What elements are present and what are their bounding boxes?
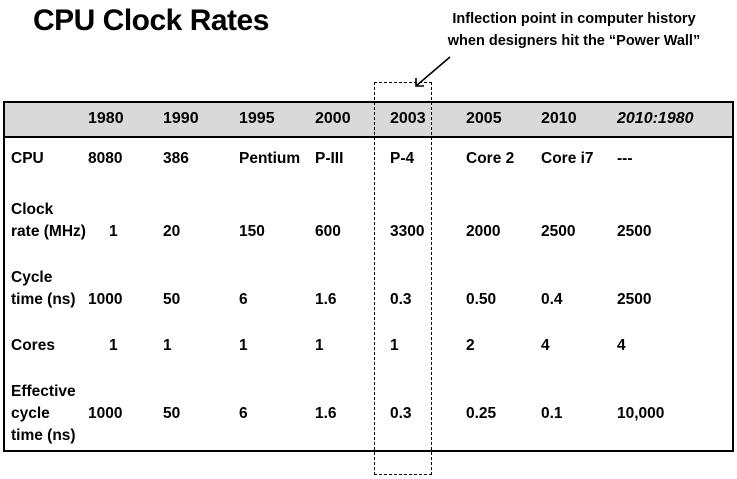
year-header-1: 1990 bbox=[163, 110, 199, 127]
cell-4-2: 6 bbox=[239, 405, 248, 422]
cell-4-7: 10,000 bbox=[617, 405, 665, 422]
cell-2-6: 0.4 bbox=[541, 291, 563, 308]
annotation-line-2: when designers hit the “Power Wall” bbox=[447, 33, 701, 49]
year-header-4: 2003 bbox=[390, 110, 426, 127]
row-label-4-0: Effective bbox=[11, 383, 76, 400]
year-header-7: 2010:1980 bbox=[617, 110, 694, 127]
year-header-2: 1995 bbox=[239, 110, 275, 127]
cell-1-3: 600 bbox=[315, 223, 341, 240]
cell-1-2: 150 bbox=[239, 223, 265, 240]
cell-0-7: --- bbox=[617, 150, 633, 167]
annotation-line-1: Inflection point in computer history bbox=[452, 11, 696, 27]
row-label-1-0: Clock bbox=[11, 201, 54, 218]
cell-1-6: 2500 bbox=[541, 223, 576, 240]
cell-1-1: 20 bbox=[163, 223, 181, 240]
cell-3-7: 4 bbox=[617, 337, 626, 354]
page-title: CPU Clock Rates bbox=[33, 4, 269, 37]
cell-4-6: 0.1 bbox=[541, 405, 563, 422]
row-label-4-2: time (ns) bbox=[11, 427, 76, 444]
cell-4-3: 1.6 bbox=[315, 405, 337, 422]
cell-3-6: 4 bbox=[541, 337, 550, 354]
row-label-3-0: Cores bbox=[11, 337, 55, 354]
cell-0-4: P-4 bbox=[390, 150, 415, 167]
cell-4-0: 1000 bbox=[88, 405, 123, 422]
cell-3-0: 1 bbox=[109, 337, 118, 354]
cell-1-7: 2500 bbox=[617, 223, 652, 240]
cell-2-5: 0.50 bbox=[466, 291, 497, 308]
cell-4-5: 0.25 bbox=[466, 405, 497, 422]
cell-3-3: 1 bbox=[315, 337, 324, 354]
cell-3-1: 1 bbox=[163, 337, 172, 354]
cell-4-4: 0.3 bbox=[390, 405, 412, 422]
cell-2-3: 1.6 bbox=[315, 291, 337, 308]
cell-2-4: 0.3 bbox=[390, 291, 412, 308]
cell-3-4: 1 bbox=[390, 337, 399, 354]
cell-0-2: Pentium bbox=[239, 150, 301, 167]
cell-2-7: 2500 bbox=[617, 291, 652, 308]
cell-3-5: 2 bbox=[466, 337, 475, 354]
cell-0-3: P-III bbox=[315, 150, 344, 167]
row-label-4-1: cycle bbox=[11, 405, 50, 422]
cell-3-2: 1 bbox=[239, 337, 248, 354]
year-header-6: 2010 bbox=[541, 110, 577, 127]
year-header-3: 2000 bbox=[315, 110, 351, 127]
cell-0-1: 386 bbox=[163, 150, 189, 167]
year-header-0: 1980 bbox=[88, 110, 124, 127]
cell-0-5: Core 2 bbox=[466, 150, 515, 167]
inflection-annotation: Inflection point in computer history whe… bbox=[414, 8, 734, 52]
cell-0-6: Core i7 bbox=[541, 150, 594, 167]
cpu-table: 1980 1990 1995 2000 2003 2005 2010 2010:1980 CPU… bbox=[3, 101, 734, 452]
cell-1-0: 1 bbox=[109, 223, 118, 240]
year-header-row bbox=[5, 103, 732, 138]
cell-1-4: 3300 bbox=[390, 223, 425, 240]
cell-2-0: 1000 bbox=[88, 291, 123, 308]
cell-4-1: 50 bbox=[163, 405, 181, 422]
year-header-5: 2005 bbox=[466, 110, 502, 127]
cell-2-2: 6 bbox=[239, 291, 248, 308]
row-label-2-1: time (ns) bbox=[11, 291, 76, 308]
cell-0-0: 8080 bbox=[88, 150, 123, 167]
inflection-column-highlight bbox=[374, 82, 432, 475]
row-label-0-0: CPU bbox=[11, 150, 44, 167]
row-label-1-1: rate (MHz) bbox=[11, 223, 86, 240]
row-label-2-0: Cycle bbox=[11, 269, 53, 286]
cell-2-1: 50 bbox=[163, 291, 181, 308]
cell-1-5: 2000 bbox=[466, 223, 501, 240]
